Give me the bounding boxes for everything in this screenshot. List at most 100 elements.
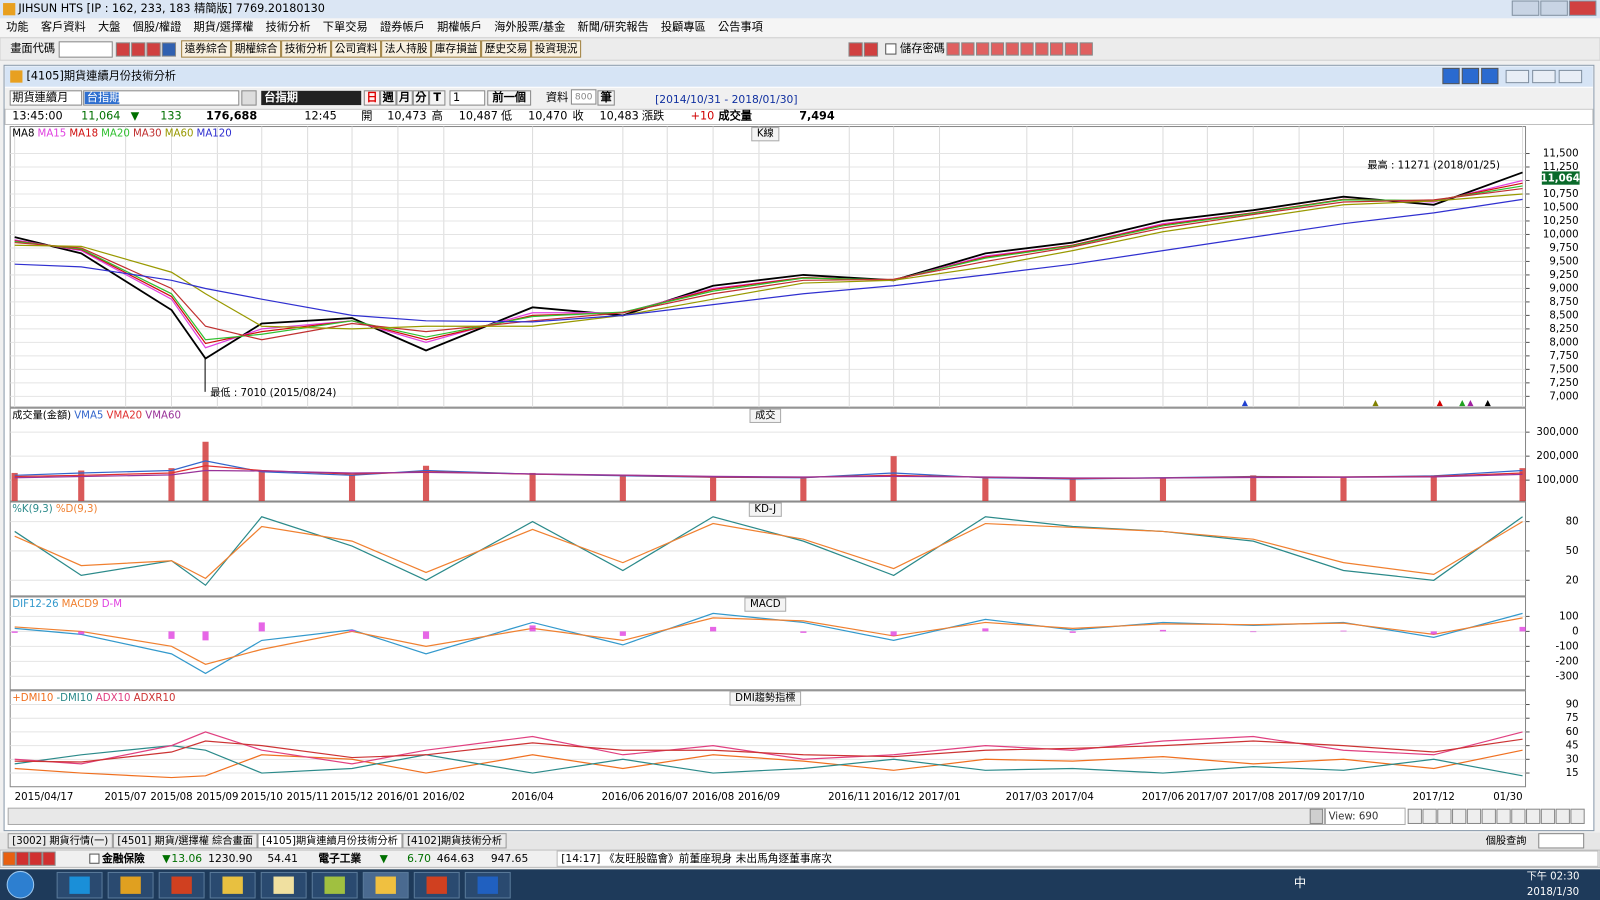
quick-query-input[interactable]: [1538, 833, 1585, 849]
interval-select[interactable]: [449, 90, 486, 106]
tool-icon[interactable]: [1005, 42, 1019, 56]
tool-icon[interactable]: [161, 42, 177, 57]
menu-item[interactable]: 技術分析: [266, 20, 311, 34]
period-button[interactable]: [363, 90, 381, 106]
ticker-page[interactable]: [42, 851, 56, 866]
toolbar-button[interactable]: [481, 40, 532, 58]
prev-button[interactable]: [487, 90, 532, 106]
legend-entry: %K(9,3): [12, 504, 53, 515]
ticker-page[interactable]: [29, 851, 43, 866]
tool-icon[interactable]: [1020, 42, 1034, 56]
tool-icon[interactable]: [131, 42, 146, 57]
tool-icon[interactable]: [1035, 42, 1049, 56]
tool-icon[interactable]: [848, 42, 863, 57]
period-button[interactable]: [396, 90, 413, 106]
chart-window-control[interactable]: [1532, 69, 1556, 84]
chart-tool-button[interactable]: [1466, 808, 1482, 824]
window-control[interactable]: [1568, 0, 1597, 16]
window-control[interactable]: [1540, 0, 1568, 16]
tool-icon[interactable]: [115, 42, 131, 57]
code-input[interactable]: [58, 41, 113, 58]
tool-icon[interactable]: [946, 42, 960, 56]
bar: [529, 472, 536, 502]
count-unit-button[interactable]: [597, 90, 615, 106]
tool-icon[interactable]: [990, 42, 1005, 56]
period-button[interactable]: [429, 90, 446, 106]
ticker-page[interactable]: [2, 851, 16, 866]
chart-window-control[interactable]: [1558, 69, 1583, 84]
series-line: [14, 738, 1523, 763]
data-count: 800: [575, 91, 593, 102]
tab[interactable]: [112, 833, 258, 849]
chart-window-tool[interactable]: [1461, 67, 1480, 85]
menu-item[interactable]: 投顧專區: [661, 20, 706, 34]
menu-item[interactable]: 個股/權證: [133, 20, 182, 34]
ticker-page[interactable]: [15, 851, 30, 866]
toolbar-button[interactable]: [281, 40, 332, 58]
toolbar-button[interactable]: [531, 40, 582, 58]
ticker-arrow1: ▼: [162, 852, 171, 865]
tool-icon[interactable]: [1064, 42, 1079, 56]
chart-tool-button[interactable]: [1570, 808, 1585, 824]
tool-icon[interactable]: [863, 42, 879, 57]
tab-label[interactable]: [4102]期貨技術分析: [407, 834, 502, 847]
window-control[interactable]: [1511, 0, 1540, 16]
tab[interactable]: [257, 833, 403, 849]
tool-icon[interactable]: [146, 42, 161, 57]
menu-item[interactable]: 公告事項: [718, 21, 763, 34]
menu-item[interactable]: 證券帳戶: [380, 20, 425, 34]
y-tick-label: 15: [1566, 768, 1579, 779]
chart-tool-button[interactable]: [1511, 808, 1526, 824]
menu-item[interactable]: 客戶資料: [41, 20, 86, 34]
bar: [78, 470, 85, 502]
tool-icon[interactable]: [976, 42, 990, 56]
scroll-thumb[interactable]: [1309, 808, 1323, 824]
period-button-label: 分: [415, 90, 427, 104]
menu-item[interactable]: 大盤: [98, 20, 120, 34]
tab-label[interactable]: [3002] 期貨行情(一): [12, 834, 108, 847]
tool-icon[interactable]: [961, 42, 975, 56]
tab[interactable]: [7, 833, 113, 849]
chart-window-tool[interactable]: [1481, 67, 1499, 85]
product-select[interactable]: [9, 90, 83, 106]
symbol-input[interactable]: [83, 90, 240, 106]
scroll-bar[interactable]: [7, 807, 1325, 825]
start-button[interactable]: [6, 870, 35, 899]
count-input[interactable]: [570, 89, 597, 105]
ticker-checkbox[interactable]: [89, 853, 100, 864]
menu-item[interactable]: 新聞/研究報告: [578, 20, 649, 34]
chart-window-control[interactable]: [1505, 69, 1530, 84]
chart-tool-button[interactable]: [1452, 808, 1467, 824]
menu-item[interactable]: 下單交易: [323, 20, 368, 34]
menu-item[interactable]: 海外股票/基金: [494, 20, 565, 34]
period-button[interactable]: [412, 90, 430, 106]
tool-icon[interactable]: [1079, 42, 1093, 56]
chart-tool-button[interactable]: [1496, 808, 1511, 824]
period-button[interactable]: [380, 90, 397, 106]
toolbar-button[interactable]: [431, 40, 482, 58]
toolbar-button[interactable]: [231, 40, 282, 58]
tool-icon[interactable]: [1050, 42, 1064, 56]
toolbar-button[interactable]: [381, 40, 432, 58]
chart-tool-button[interactable]: [1437, 808, 1452, 824]
chart-tool-button[interactable]: [1407, 808, 1422, 824]
chart-window-tool[interactable]: [1442, 67, 1460, 85]
bar: [710, 477, 717, 502]
menu-item[interactable]: 功能: [6, 21, 28, 34]
menu-item[interactable]: 期貨/選擇權: [194, 20, 254, 34]
menu-item[interactable]: 期權帳戶: [437, 20, 482, 34]
tab[interactable]: [402, 833, 507, 849]
checkbox[interactable]: [885, 43, 897, 55]
toolbar-button[interactable]: [331, 40, 382, 58]
search-button[interactable]: [241, 90, 257, 106]
bar: [710, 626, 717, 632]
chart-tool-button[interactable]: [1422, 808, 1437, 824]
tab-label[interactable]: [4501] 期貨/選擇權 綜合畫面: [117, 834, 252, 847]
chart-tool-button[interactable]: [1481, 808, 1496, 824]
chart-tool-button[interactable]: [1526, 808, 1541, 824]
toolbar-button[interactable]: [181, 40, 232, 58]
chart-tool-button[interactable]: [1555, 808, 1570, 824]
tab-label[interactable]: [4105]期貨連續月份技術分析: [262, 834, 398, 847]
chart-tool-button[interactable]: [1540, 808, 1556, 824]
